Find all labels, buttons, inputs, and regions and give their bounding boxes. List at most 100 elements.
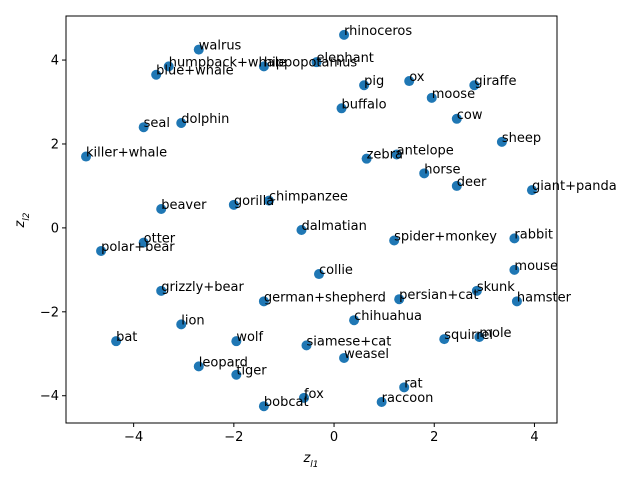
- data-point: [511, 296, 522, 307]
- data-point: [298, 392, 309, 403]
- data-point: [231, 336, 242, 347]
- data-point: [471, 285, 482, 296]
- data-point: [361, 153, 372, 164]
- point-label: otter: [144, 232, 176, 247]
- point-label: hamster: [517, 290, 572, 305]
- data-point: [496, 136, 507, 147]
- point-label: rat: [404, 376, 422, 391]
- data-point: [359, 80, 370, 91]
- plot-frame: [65, 15, 558, 424]
- point-label: rhinoceros: [344, 24, 412, 39]
- point-label: giant+panda: [532, 179, 617, 194]
- point-labels-layer: rhinoceros walrus elephanthippopotamushump…: [86, 24, 617, 410]
- points-layer: [81, 29, 537, 412]
- y-tick-label: 0: [51, 221, 59, 236]
- point-label: zebra: [367, 148, 403, 163]
- data-point: [163, 61, 174, 72]
- point-label: dalmatian: [301, 219, 366, 234]
- point-label: blue+whale: [156, 64, 233, 79]
- point-label: german+shepherd: [264, 290, 386, 305]
- y-tick-label: −4: [40, 389, 59, 404]
- point-label: antelope: [397, 143, 454, 158]
- y-tick-label: 4: [51, 54, 59, 69]
- data-point: [258, 401, 269, 412]
- data-point: [426, 92, 437, 103]
- point-label: weasel: [344, 347, 389, 362]
- point-label: persian+cat: [399, 288, 478, 303]
- data-point: [474, 331, 485, 342]
- y-axis-label: zl2: [13, 212, 32, 228]
- data-point: [469, 80, 480, 91]
- data-point: [391, 149, 402, 160]
- point-label: polar+bear: [101, 240, 175, 255]
- point-label: bat: [116, 330, 137, 345]
- point-label: moose: [432, 87, 475, 102]
- point-label: leopard: [199, 355, 248, 370]
- point-label: spider+monkey: [394, 229, 497, 244]
- data-point: [311, 57, 322, 68]
- point-label: bobcat: [264, 395, 309, 410]
- point-label: chihuahua: [354, 309, 422, 324]
- data-point: [314, 269, 325, 280]
- point-label: ox: [409, 70, 425, 85]
- point-label: pig: [364, 74, 384, 89]
- point-label: wolf: [236, 330, 263, 345]
- data-point: [336, 103, 347, 114]
- point-label: mouse: [514, 259, 558, 274]
- data-point: [176, 117, 187, 128]
- point-label: horse: [424, 162, 460, 177]
- point-label: elephant: [317, 51, 374, 66]
- x-axis: −4 −2 0 2 4: [124, 423, 539, 445]
- data-point: [509, 233, 520, 244]
- data-point: [339, 352, 350, 363]
- x-tick-label: 4: [530, 430, 538, 445]
- point-label: hippopotamus: [264, 55, 357, 70]
- point-label: cow: [457, 108, 483, 123]
- x-tick-label: −2: [224, 430, 243, 445]
- point-label: siamese+cat: [306, 334, 391, 349]
- data-point: [258, 296, 269, 307]
- data-point: [526, 185, 537, 196]
- point-label: walrus: [199, 39, 242, 54]
- point-label: raccoon: [382, 391, 434, 406]
- point-label: giraffe: [474, 74, 516, 89]
- point-label: fox: [304, 387, 324, 402]
- data-point: [376, 397, 387, 408]
- data-point: [263, 195, 274, 206]
- data-point: [301, 340, 312, 351]
- point-label: mole: [479, 326, 511, 341]
- point-label: squirrel: [444, 328, 493, 343]
- data-point: [231, 369, 242, 380]
- point-label: collie: [319, 263, 353, 278]
- data-point: [394, 294, 405, 305]
- point-label: tiger: [236, 364, 267, 379]
- y-tick-label: −2: [40, 305, 59, 320]
- point-label: killer+whale: [86, 146, 167, 161]
- data-point: [156, 285, 167, 296]
- data-point: [439, 334, 450, 345]
- y-axis: −4 −2 0 2 4: [40, 54, 66, 404]
- x-axis-label: zl1: [302, 451, 318, 470]
- point-label: deer: [457, 175, 487, 190]
- point-label: humpback+whale: [169, 55, 287, 70]
- data-point: [96, 245, 107, 256]
- point-label: skunk: [477, 280, 515, 295]
- data-point: [419, 168, 430, 179]
- data-point: [193, 361, 204, 372]
- data-point: [399, 382, 410, 393]
- y-tick-label: 2: [51, 137, 59, 152]
- point-label: chimpanzee: [269, 190, 348, 205]
- data-point: [111, 336, 122, 347]
- x-tick-label: 2: [430, 430, 438, 445]
- x-tick-label: 0: [330, 430, 338, 445]
- x-tick-label: −4: [124, 430, 143, 445]
- data-point: [339, 29, 350, 40]
- data-point: [451, 180, 462, 191]
- data-point: [451, 113, 462, 124]
- data-point: [193, 44, 204, 55]
- data-point: [138, 122, 149, 133]
- point-label: beaver: [161, 198, 207, 213]
- point-label: buffalo: [342, 97, 387, 112]
- data-point: [389, 235, 400, 246]
